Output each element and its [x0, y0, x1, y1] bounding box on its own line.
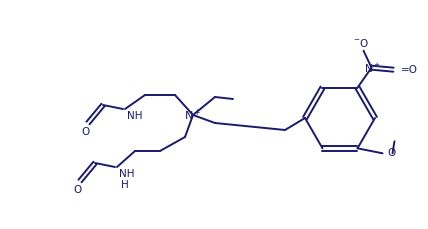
Text: NH: NH — [127, 111, 143, 121]
Text: $^{-}$O: $^{-}$O — [354, 37, 369, 49]
Text: NH: NH — [119, 169, 134, 179]
Text: N$^+$: N$^+$ — [364, 62, 381, 75]
Text: O: O — [82, 127, 90, 137]
Text: O: O — [74, 185, 82, 195]
Text: =O: =O — [401, 65, 417, 75]
Text: H: H — [121, 180, 129, 190]
Text: O: O — [387, 148, 396, 158]
Text: N$^+$: N$^+$ — [184, 107, 202, 123]
